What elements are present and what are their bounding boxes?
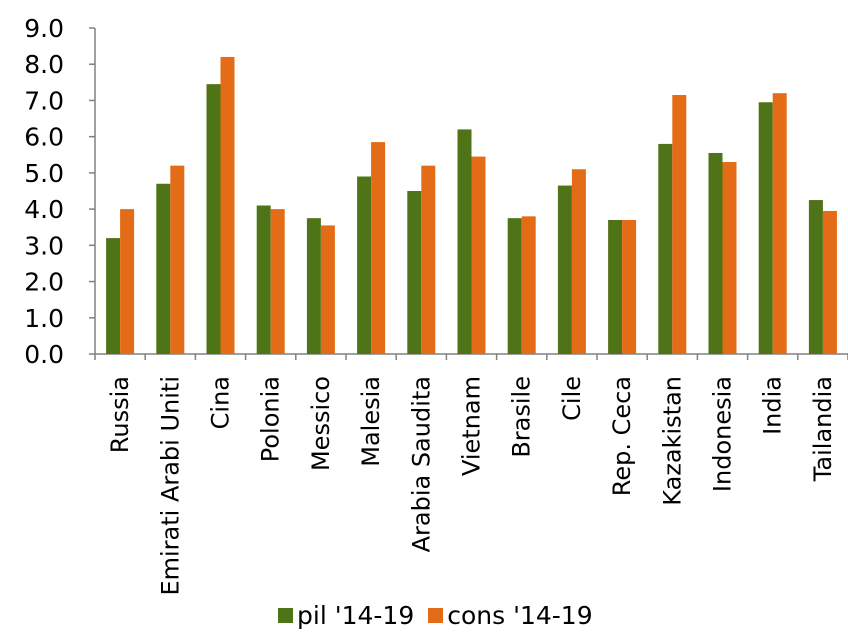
y-tick-label: 1.0 [24, 304, 64, 333]
bar-pil [457, 129, 472, 354]
category-labels: Russia Emirati Arabi Uniti Cina Polonia Mess… [106, 376, 837, 596]
y-tick-label: 8.0 [24, 50, 64, 79]
category-label: Malesia [357, 376, 385, 467]
category-label: Brasile [508, 376, 536, 458]
bar-pil [608, 219, 623, 354]
y-tick-label: 7.0 [24, 86, 64, 115]
legend-label-cons: cons '14-19 [447, 600, 593, 630]
bar-pil [808, 200, 823, 354]
bar-cons [220, 56, 235, 354]
bar-pil [758, 102, 773, 354]
y-tick-label: 2.0 [24, 268, 64, 297]
category-label: Tailandia [809, 376, 837, 482]
bar-cons [622, 219, 637, 354]
y-tick-label: 6.0 [24, 123, 64, 152]
bar-pil [206, 84, 221, 355]
bar-cons [421, 165, 436, 354]
category-label: Indonesia [709, 376, 737, 492]
bar-cons [471, 156, 486, 354]
y-axis: 0.0 1.0 2.0 3.0 4.0 5.0 6.0 7.0 8.0 9.0 [24, 14, 96, 369]
bar-chart: 0.0 1.0 2.0 3.0 4.0 5.0 6.0 7.0 8.0 9.0 Russia Emi… [24, 14, 848, 596]
bar-pil [156, 183, 171, 354]
category-label: Russia [106, 376, 134, 453]
legend-swatch-cons [428, 607, 444, 623]
y-tick-label: 9.0 [24, 14, 64, 43]
category-label: Rep. Ceca [608, 376, 636, 496]
category-label: Vietnam [458, 376, 486, 476]
category-label: India [759, 376, 787, 435]
legend: pil '14-19 cons '14-19 [278, 600, 607, 630]
y-tick-label: 0.0 [24, 340, 64, 369]
legend-swatch-pil [278, 607, 293, 623]
x-axis [94, 353, 848, 360]
bar-pil [256, 205, 271, 354]
bar-cons [170, 165, 185, 354]
bar-cons [371, 142, 386, 354]
bar-pil [557, 185, 572, 354]
bar-cons [270, 209, 285, 354]
bar-pil [407, 191, 422, 354]
category-label: Messico [307, 376, 335, 471]
bar-cons [822, 210, 837, 354]
category-label: Emirati Arabi Uniti [156, 376, 184, 596]
bar-cons [722, 162, 737, 354]
bar-cons [320, 225, 335, 354]
bar-pil [708, 152, 723, 354]
bar-pil [357, 176, 372, 354]
bar-pil [106, 238, 121, 354]
bar-cons [772, 93, 787, 354]
category-label: Arabia Saudita [407, 376, 435, 552]
bar-cons [521, 216, 536, 354]
legend-item-cons: cons '14-19 [428, 600, 593, 630]
bar-pil [306, 218, 321, 354]
legend-label-pil: pil '14-19 [297, 600, 415, 630]
bar-cons [571, 169, 586, 354]
bar-cons [672, 95, 687, 354]
category-label: Polonia [257, 376, 285, 462]
category-label: Cile [558, 376, 586, 421]
bar-cons [120, 209, 135, 354]
category-label: Cina [207, 376, 235, 429]
legend-item-pil: pil '14-19 [278, 601, 414, 630]
bar-pil [507, 218, 522, 354]
y-tick-label: 5.0 [24, 159, 64, 188]
y-tick-label: 4.0 [24, 195, 64, 224]
y-tick-label: 3.0 [24, 231, 64, 260]
bar-pil [658, 143, 673, 354]
category-label: Kazakistan [658, 376, 686, 506]
bars [106, 56, 837, 355]
